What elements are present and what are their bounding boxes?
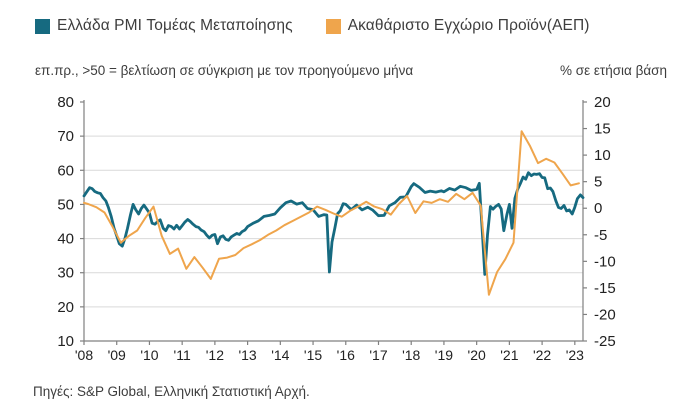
x-axis-tick-label: '13 [238, 347, 256, 363]
right-axis-tick-label: 0 [594, 200, 602, 217]
right-axis-tick-label: -10 [594, 253, 616, 270]
right-axis-tick-label: 20 [594, 94, 611, 111]
gdp-series-swatch [325, 18, 341, 34]
left-axis-tick-label: 60 [57, 162, 74, 179]
x-axis-tick-label: '23 [566, 347, 584, 363]
legend-item-pmi: Ελλάδα PMI Τομέας Μεταποίησης [35, 17, 293, 35]
right-axis-tick-label: 5 [594, 174, 602, 191]
x-axis-tick-label: '11 [174, 347, 191, 363]
left-axis-tick-label: 20 [57, 299, 74, 316]
source-note: Πηγές: S&P Global, Ελληνική Στατιστική Α… [33, 384, 310, 399]
right-axis-tick-label: -20 [594, 306, 616, 323]
legend-item-gdp: Ακαθάριστο Εγχώριο Προϊόν(ΑΕΠ) [325, 17, 590, 35]
x-axis-tick-label: '08 [75, 347, 93, 363]
x-axis-tick-label: '19 [435, 347, 453, 363]
left-axis-caption: επ.πρ., >50 = βελτίωση σε σύγκριση με το… [35, 63, 414, 78]
left-axis-tick-label: 50 [57, 196, 74, 213]
pmi-series-swatch [35, 18, 50, 34]
gdp-line [83, 130, 580, 296]
right-axis-tick-label: 10 [594, 147, 611, 164]
right-axis-tick-label: -25 [594, 333, 616, 350]
x-axis-tick-label: '14 [271, 347, 289, 363]
x-axis-tick-label: '21 [500, 347, 518, 363]
x-axis-tick-label: '16 [337, 347, 355, 363]
x-axis-tick-label: '15 [304, 347, 322, 363]
left-axis-tick-label: 80 [57, 94, 74, 111]
left-axis-tick-label: 10 [57, 333, 74, 350]
pmi-gdp-line-chart: 807060504030201020151050-5-10-15-20-25'0… [57, 94, 616, 363]
x-axis-tick-label: '17 [369, 347, 387, 363]
x-axis-tick-label: '12 [206, 347, 224, 363]
x-axis-tick-label: '18 [402, 347, 420, 363]
right-axis-tick-label: 15 [594, 121, 611, 138]
x-axis-tick-label: '10 [140, 347, 158, 363]
right-axis-caption: % σε ετήσια βάση [559, 63, 667, 78]
x-axis-tick-label: '09 [108, 347, 126, 363]
left-axis-tick-label: 40 [57, 231, 74, 248]
right-axis-tick-label: -15 [594, 280, 616, 297]
x-axis-tick-label: '22 [533, 347, 551, 363]
gdp-series-label: Ακαθάριστο Εγχώριο Προϊόν(ΑΕΠ) [347, 17, 590, 34]
right-axis-tick-label: -5 [594, 227, 607, 244]
left-axis-tick-label: 70 [57, 128, 74, 145]
pmi-series-label: Ελλάδα PMI Τομέας Μεταποίησης [57, 17, 293, 34]
legend: Ελλάδα PMI Τομέας Μεταποίησης Ακαθάριστο… [35, 17, 590, 35]
x-axis-tick-label: '20 [468, 347, 486, 363]
left-axis-tick-label: 30 [57, 265, 74, 282]
